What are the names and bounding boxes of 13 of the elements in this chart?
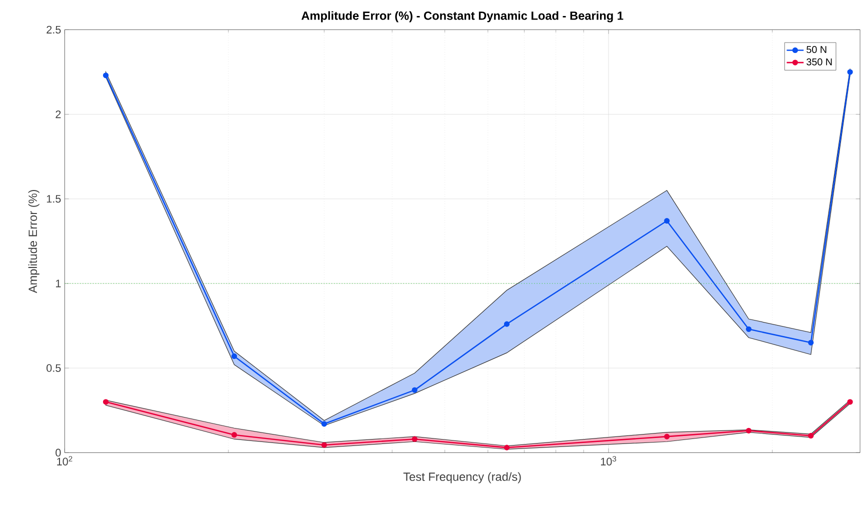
x-tick-label: 10$^{2}$ — [57, 456, 72, 466]
legend-label: 50 N — [806, 46, 826, 53]
y-tick-label: 1 — [56, 280, 61, 288]
chart-title: Amplitude Error (%) - Constant Dynamic Load - Bearing 1 — [301, 11, 624, 22]
y-tick-label: 2 — [56, 110, 61, 118]
y-tick-label: 0 — [56, 448, 61, 456]
legend-label: 350 N — [806, 58, 832, 66]
y-tick-label: 1.5 — [46, 195, 61, 203]
x-axis-title: Test Frequency (rad/s) — [403, 472, 521, 484]
x-tick-label: 10$^{3}$ — [600, 456, 616, 466]
y-axis-title: Amplitude Error (%) — [28, 190, 40, 294]
y-tick-label: 2.5 — [46, 26, 61, 34]
y-tick-label: 0.5 — [46, 364, 61, 372]
